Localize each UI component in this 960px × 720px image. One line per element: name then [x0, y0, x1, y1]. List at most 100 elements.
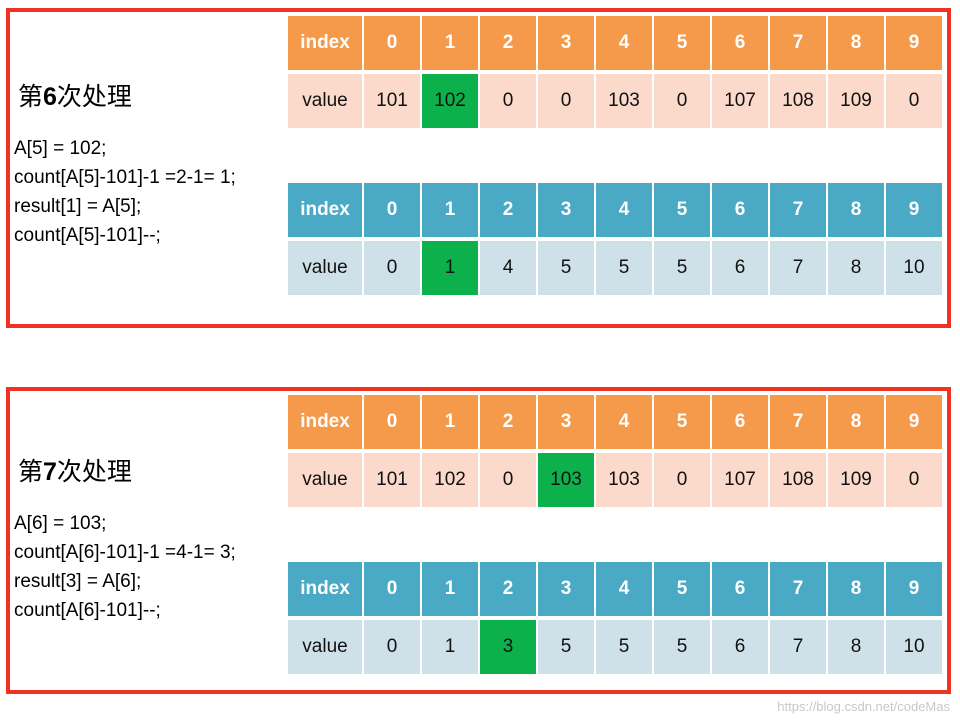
value-cell: 107	[712, 74, 768, 128]
index-cell: 0	[364, 16, 420, 70]
code-block: A[6] = 103; count[A[6]-101]-1 =4-1= 3; r…	[14, 509, 236, 625]
index-cell: 9	[886, 562, 942, 616]
value-cell: 108	[770, 453, 826, 507]
value-cell: 101	[364, 74, 420, 128]
value-cell: 102	[422, 453, 478, 507]
index-label-cell: index	[288, 395, 362, 449]
value-cell: 0	[480, 453, 536, 507]
value-cell: 109	[828, 74, 884, 128]
index-cell: 1	[422, 562, 478, 616]
array-A: index 0 1 2 3 4 5 6 7 8 9 value 101 102 0 0 103 0 107 108 10…	[288, 16, 942, 128]
index-cell: 8	[828, 16, 884, 70]
index-label-cell: index	[288, 562, 362, 616]
code-line: count[A[6]-101]-1 =4-1= 3;	[14, 542, 236, 563]
value-cell: 5	[654, 241, 710, 295]
title-prefix: 第	[18, 82, 44, 111]
index-cell: 0	[364, 562, 420, 616]
value-cell: 7	[770, 241, 826, 295]
value-cell: 0	[364, 620, 420, 674]
value-cell: 4	[480, 241, 536, 295]
value-cell: 108	[770, 74, 826, 128]
code-line: result[1] = A[5];	[14, 196, 142, 217]
index-cell: 6	[712, 16, 768, 70]
index-cell: 5	[654, 562, 710, 616]
index-cell: 4	[596, 395, 652, 449]
value-cell: 5	[538, 620, 594, 674]
title-number: 6	[43, 83, 57, 111]
index-cell: 5	[654, 395, 710, 449]
index-cell: 2	[480, 562, 536, 616]
value-cell: 5	[596, 241, 652, 295]
title-prefix: 第	[18, 457, 44, 486]
code-line: A[5] = 102;	[14, 138, 107, 159]
value-cell: 10	[886, 241, 942, 295]
index-cell: 1	[422, 395, 478, 449]
code-line: A[6] = 103;	[14, 513, 107, 534]
step-title: 第6次处理	[18, 82, 132, 112]
value-cell: 107	[712, 453, 768, 507]
highlighted-value-cell: 1	[422, 241, 478, 295]
index-cell: 8	[828, 562, 884, 616]
value-label-cell: value	[288, 620, 362, 674]
index-cell: 7	[770, 183, 826, 237]
array-A: index 0 1 2 3 4 5 6 7 8 9 value 101 102 0 103 103 0 107 108…	[288, 395, 942, 507]
value-cell: 5	[596, 620, 652, 674]
code-line: count[A[6]-101]--;	[14, 600, 161, 621]
value-cell: 6	[712, 620, 768, 674]
title-suffix: 次处理	[56, 457, 132, 486]
index-cell: 2	[480, 16, 536, 70]
index-cell: 7	[770, 16, 826, 70]
value-cell: 0	[364, 241, 420, 295]
highlighted-value-cell: 3	[480, 620, 536, 674]
highlighted-value-cell: 102	[422, 74, 478, 128]
title-suffix: 次处理	[56, 82, 132, 111]
index-cell: 6	[712, 562, 768, 616]
index-cell: 5	[654, 183, 710, 237]
index-cell: 3	[538, 562, 594, 616]
index-label-cell: index	[288, 183, 362, 237]
array-count: index 0 1 2 3 4 5 6 7 8 9 value 0 1 4 5 5 5 6 7 8 10	[288, 183, 942, 295]
index-cell: 6	[712, 395, 768, 449]
index-label-cell: index	[288, 16, 362, 70]
index-cell: 3	[538, 183, 594, 237]
value-cell: 0	[480, 74, 536, 128]
index-cell: 2	[480, 395, 536, 449]
value-label-cell: value	[288, 453, 362, 507]
value-cell: 8	[828, 241, 884, 295]
index-cell: 4	[596, 16, 652, 70]
value-cell: 0	[538, 74, 594, 128]
value-cell: 109	[828, 453, 884, 507]
step-title: 第7次处理	[18, 457, 132, 487]
index-cell: 8	[828, 183, 884, 237]
index-cell: 9	[886, 16, 942, 70]
title-number: 7	[43, 458, 57, 486]
array-count: index 0 1 2 3 4 5 6 7 8 9 value 0 1 3 5 5 5 6 7 8 10	[288, 562, 942, 674]
index-cell: 2	[480, 183, 536, 237]
index-cell: 0	[364, 183, 420, 237]
value-cell: 0	[654, 453, 710, 507]
value-cell: 0	[886, 74, 942, 128]
step-6-panel: 第6次处理 A[5] = 102; count[A[5]-101]-1 =2-1…	[6, 8, 951, 328]
index-cell: 6	[712, 183, 768, 237]
value-cell: 103	[596, 74, 652, 128]
value-cell: 0	[654, 74, 710, 128]
index-cell: 9	[886, 395, 942, 449]
value-cell: 5	[654, 620, 710, 674]
value-cell: 6	[712, 241, 768, 295]
code-line: count[A[5]-101]--;	[14, 225, 161, 246]
code-block: A[5] = 102; count[A[5]-101]-1 =2-1= 1; r…	[14, 134, 236, 250]
index-cell: 0	[364, 395, 420, 449]
value-label-cell: value	[288, 74, 362, 128]
index-cell: 7	[770, 562, 826, 616]
value-cell: 5	[538, 241, 594, 295]
index-cell: 8	[828, 395, 884, 449]
value-cell: 101	[364, 453, 420, 507]
index-cell: 7	[770, 395, 826, 449]
index-cell: 4	[596, 183, 652, 237]
value-cell: 1	[422, 620, 478, 674]
index-cell: 3	[538, 16, 594, 70]
value-cell: 10	[886, 620, 942, 674]
highlighted-value-cell: 103	[538, 453, 594, 507]
index-cell: 5	[654, 16, 710, 70]
code-line: count[A[5]-101]-1 =2-1= 1;	[14, 167, 236, 188]
